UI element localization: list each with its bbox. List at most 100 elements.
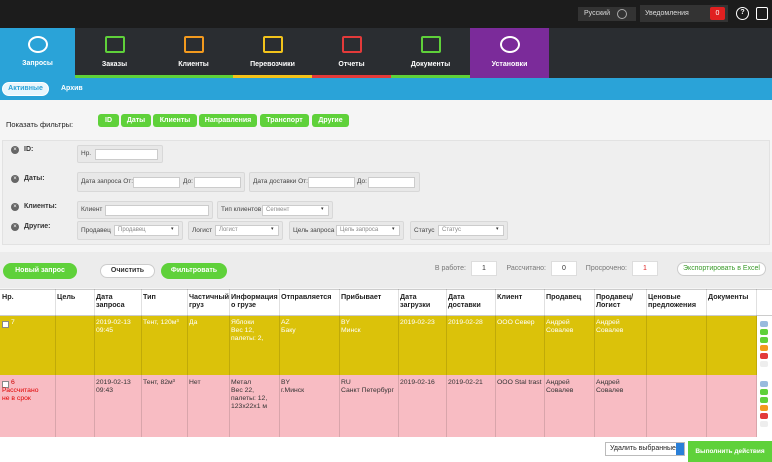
row-action-icon[interactable] xyxy=(760,397,768,403)
nav-icon xyxy=(104,36,125,53)
select-arrow: ▾ xyxy=(392,226,395,232)
filter-button[interactable]: Клиенты xyxy=(153,114,197,127)
field-label: Тип клиентов xyxy=(221,206,262,213)
table-cell: Тент, 120м³ xyxy=(143,319,179,326)
bulk-action-select[interactable]: Удалить выбранные xyxy=(605,442,685,456)
column-divider xyxy=(646,289,647,437)
column-divider xyxy=(55,289,56,437)
filter-button[interactable]: Другие xyxy=(312,114,349,127)
remove-filter-icon[interactable]: × xyxy=(11,175,19,183)
nav-icon xyxy=(420,36,441,53)
subnav-bar xyxy=(0,78,772,100)
text-input[interactable] xyxy=(194,177,241,188)
row-checkbox[interactable] xyxy=(2,321,9,328)
counter-label: В работе: xyxy=(434,265,466,272)
new-request-button[interactable]: Новый запрос xyxy=(3,263,77,279)
nav-tab[interactable] xyxy=(391,28,470,78)
remove-filter-icon[interactable]: × xyxy=(11,146,19,154)
text-input[interactable] xyxy=(308,177,355,188)
row-number: 6 xyxy=(11,379,15,386)
filter-button[interactable]: Фильтровать xyxy=(161,263,227,279)
column-divider xyxy=(756,289,757,437)
nav-tab[interactable] xyxy=(312,28,391,78)
column-header: Тип xyxy=(143,292,156,301)
table-cell: AZ Баку xyxy=(281,319,296,334)
select-arrow: ▾ xyxy=(271,226,274,232)
row-action-icon[interactable] xyxy=(760,345,768,351)
table-cell: ООО Stal trast xyxy=(497,379,542,386)
archive-tab[interactable]: Архив xyxy=(61,85,83,92)
nav-icon xyxy=(183,36,204,53)
table-cell: Андрей Совалев xyxy=(596,379,624,394)
row-pink xyxy=(0,375,757,437)
active-tab[interactable]: Активные xyxy=(2,82,49,96)
globe-icon xyxy=(617,9,627,19)
table-cell: Андрей Совалев xyxy=(546,319,574,334)
filter-button[interactable]: ID xyxy=(98,114,119,127)
row-action-icon[interactable] xyxy=(760,405,768,411)
logout-icon[interactable] xyxy=(756,7,768,20)
field-label: Клиент xyxy=(81,206,103,213)
field-label: Нр. xyxy=(81,150,92,157)
row-checkbox[interactable] xyxy=(2,381,9,388)
filter-row-label: Другие: xyxy=(24,223,51,230)
table-cell: 2019-02-28 xyxy=(448,319,483,326)
field-label: Статус xyxy=(414,227,435,234)
nav-label: Отчеты xyxy=(338,61,365,68)
table-cell: Метал Вес 22, палеты: 12, 123x22x1 м xyxy=(231,379,268,410)
filter-button[interactable]: Даты xyxy=(121,114,151,127)
nav-icon xyxy=(262,36,283,53)
filter-button[interactable]: Направления xyxy=(199,114,257,127)
filter-button[interactable]: Транспорт xyxy=(260,114,309,127)
text-input[interactable] xyxy=(95,149,158,160)
select[interactable]: Сегмент xyxy=(262,205,329,216)
column-divider xyxy=(279,289,280,437)
row-action-icon[interactable] xyxy=(760,389,768,395)
column-divider xyxy=(141,289,142,437)
field-label: Дата доставки От: xyxy=(253,178,308,185)
row-action-icon[interactable] xyxy=(760,361,768,367)
nav-tab[interactable] xyxy=(154,28,233,78)
select[interactable]: Статус xyxy=(438,225,504,236)
language-select[interactable]: Русский xyxy=(578,7,636,21)
table-cell: Андрей Совалев xyxy=(546,379,574,394)
field-label: Логист xyxy=(192,227,213,234)
select[interactable]: Цель запроса xyxy=(336,225,400,236)
column-header: Продавец/ Логист xyxy=(596,292,634,309)
clear-button[interactable]: Очистить xyxy=(100,264,155,278)
column-header: Ценовые предложения xyxy=(648,292,697,309)
column-divider xyxy=(94,289,95,437)
column-divider xyxy=(495,289,496,437)
row-action-icon[interactable] xyxy=(760,381,768,387)
export-button[interactable]: Экспортировать в Excel xyxy=(677,262,766,276)
remove-filter-icon[interactable]: × xyxy=(11,203,19,211)
counter-label: Рассчитано: xyxy=(506,265,546,272)
remove-filter-icon[interactable]: × xyxy=(11,223,19,231)
table-cell: 2019-02-16 xyxy=(400,379,435,386)
select[interactable]: Продавец xyxy=(114,225,179,236)
row-action-icon[interactable] xyxy=(760,321,768,327)
nav-label: Клиенты xyxy=(178,61,209,68)
execute-button[interactable]: Выполнить действия xyxy=(688,441,772,462)
row-action-icon[interactable] xyxy=(760,337,768,343)
column-header: Клиент xyxy=(497,292,523,301)
nav-tab[interactable] xyxy=(75,28,154,78)
row-action-icon[interactable] xyxy=(760,413,768,419)
column-header: Прибывает xyxy=(341,292,382,301)
table-cell: 2019-02-21 xyxy=(448,379,483,386)
notifications[interactable]: Уведомления xyxy=(640,5,728,22)
text-input[interactable] xyxy=(133,177,180,188)
row-action-icon[interactable] xyxy=(760,353,768,359)
select[interactable]: Логист xyxy=(215,225,279,236)
nav-label: Заказы xyxy=(101,61,128,68)
help-icon[interactable]: ? xyxy=(736,7,749,20)
text-input[interactable] xyxy=(368,177,415,188)
row-action-icon[interactable] xyxy=(760,329,768,335)
text-input[interactable] xyxy=(105,205,209,216)
nav-tab[interactable] xyxy=(233,28,312,78)
row-action-icon[interactable] xyxy=(760,421,768,427)
table-cell: 2019-02-13 09:43 xyxy=(96,379,131,394)
table-cell: RU Санкт Петербург xyxy=(341,379,394,394)
column-divider xyxy=(398,289,399,437)
